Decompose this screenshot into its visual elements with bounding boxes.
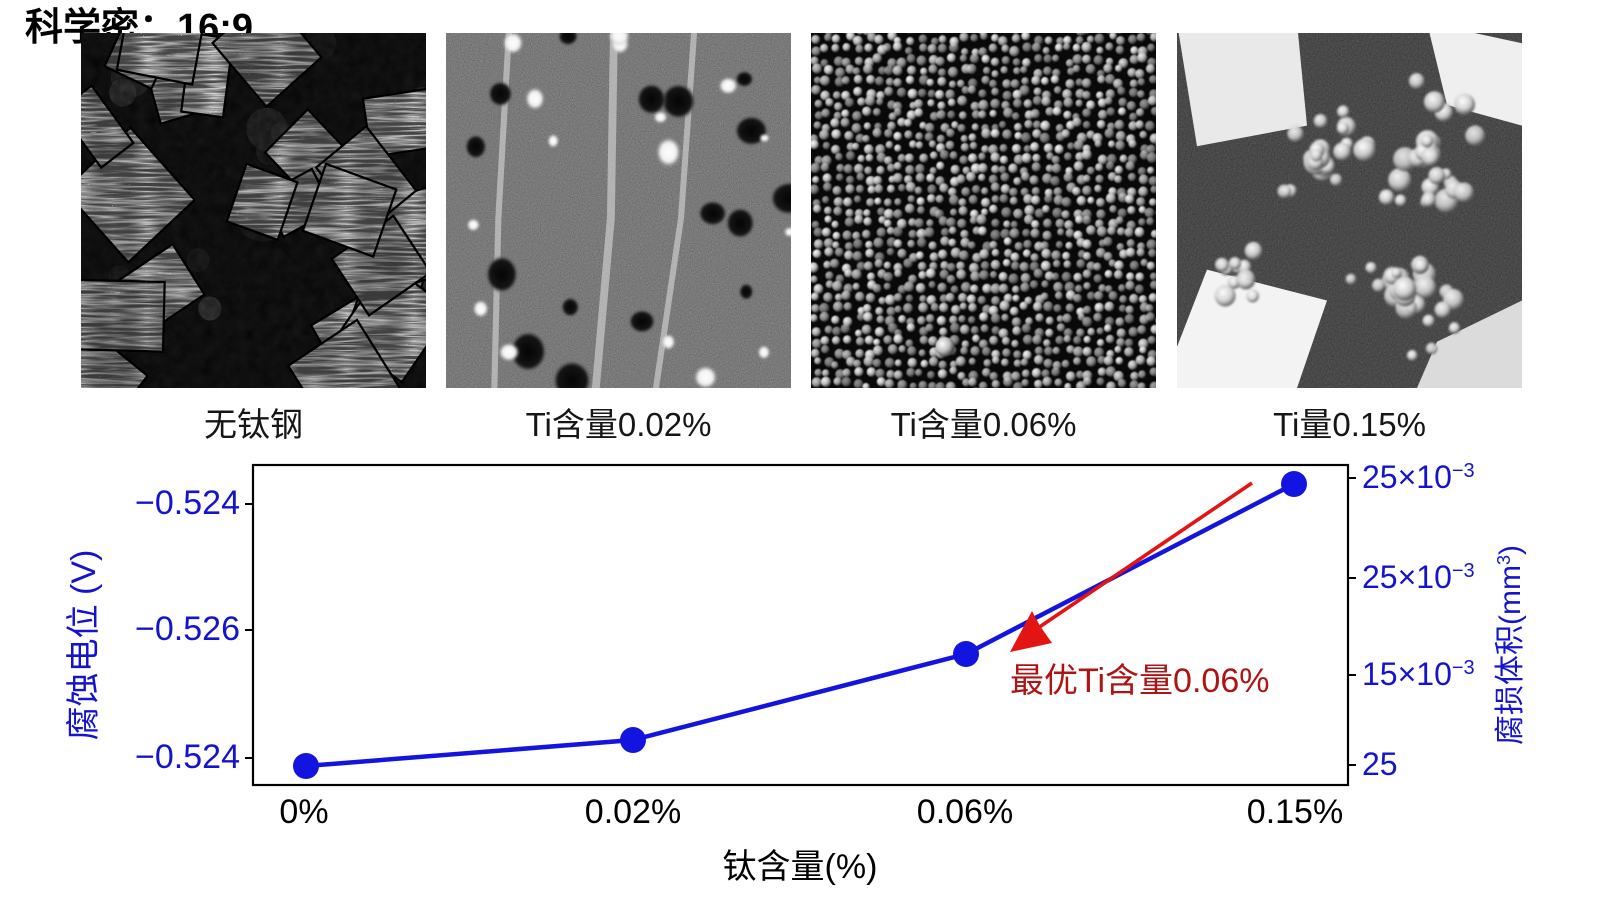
svg-text:−0.524: −0.524 bbox=[135, 484, 240, 522]
svg-text:0.06%: 0.06% bbox=[917, 793, 1013, 831]
svg-text:0.15%: 0.15% bbox=[1247, 793, 1343, 831]
svg-text:15×10−3: 15×10−3 bbox=[1362, 656, 1475, 692]
svg-text:25: 25 bbox=[1362, 746, 1398, 782]
svg-text:腐损体积(mm3): 腐损体积(mm3) bbox=[1494, 545, 1527, 745]
svg-text:25×10−3: 25×10−3 bbox=[1362, 559, 1475, 595]
svg-text:25×10−3: 25×10−3 bbox=[1362, 459, 1475, 495]
svg-text:最优Ti含量0.06%: 最优Ti含量0.06% bbox=[1010, 662, 1269, 700]
svg-text:−0.524: −0.524 bbox=[135, 738, 240, 776]
svg-text:−0.526: −0.526 bbox=[135, 610, 240, 648]
svg-text:腐蚀电位 (V): 腐蚀电位 (V) bbox=[65, 550, 103, 741]
svg-text:0%: 0% bbox=[279, 793, 328, 831]
svg-text:0.02%: 0.02% bbox=[585, 793, 681, 831]
svg-text:钛含量(%): 钛含量(%) bbox=[723, 848, 878, 886]
